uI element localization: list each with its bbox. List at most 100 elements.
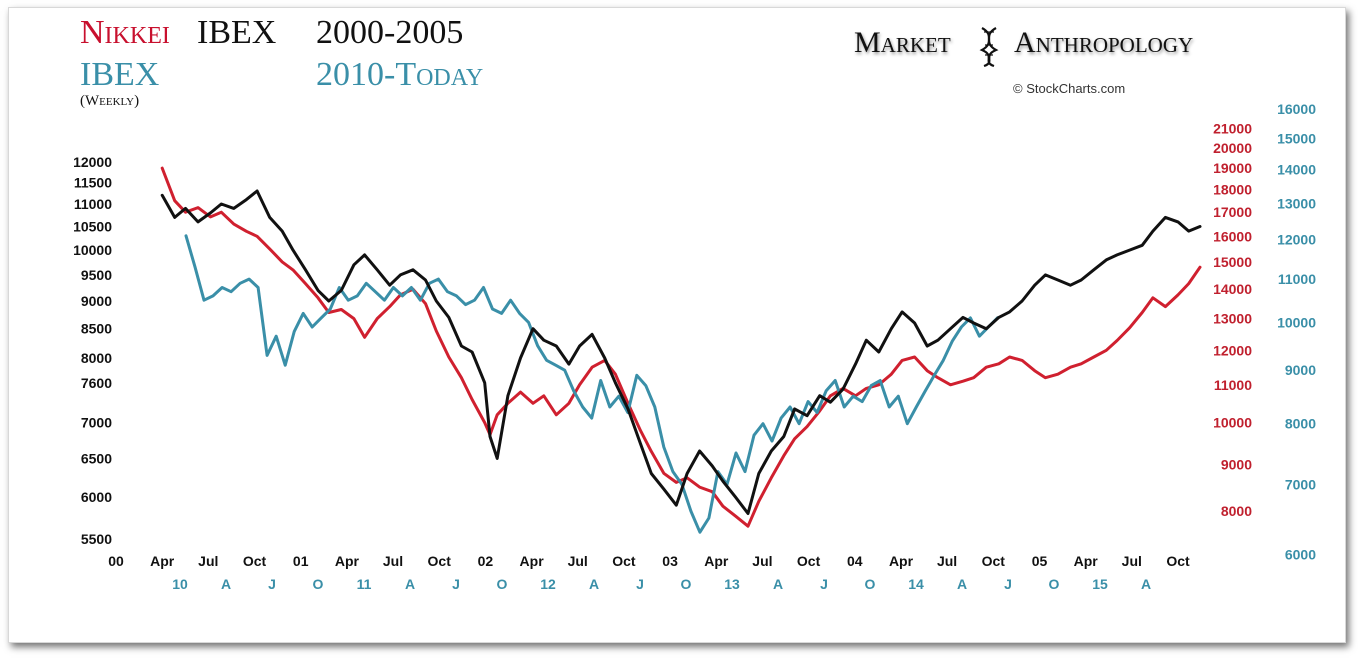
y-tick-right-nikkei: 17000 xyxy=(1213,204,1252,220)
y-tick-right-ibex-2010: 12000 xyxy=(1277,232,1316,248)
x-tick-bottom: J xyxy=(452,576,460,592)
y-tick-left: 7000 xyxy=(81,415,112,431)
y-tick-left: 10500 xyxy=(73,219,112,235)
y-tick-right-nikkei: 10000 xyxy=(1213,415,1252,431)
y-tick-right-nikkei: 21000 xyxy=(1213,120,1252,136)
x-tick-top: Oct xyxy=(243,553,267,569)
x-tick-top: Oct xyxy=(797,553,821,569)
title-years-2000-2005: 2000-2005 xyxy=(316,14,464,51)
y-tick-right-ibex-2010: 16000 xyxy=(1277,101,1316,117)
x-tick-top: Jul xyxy=(568,553,588,569)
y-tick-right-ibex-2010: 15000 xyxy=(1277,130,1316,146)
y-tick-right-nikkei: 15000 xyxy=(1213,254,1252,270)
x-tick-bottom: O xyxy=(497,576,508,592)
x-tick-top: Apr xyxy=(520,553,545,569)
y-tick-left: 7600 xyxy=(81,375,112,391)
y-tick-right-nikkei: 13000 xyxy=(1213,311,1252,327)
x-tick-bottom: A xyxy=(1141,576,1151,592)
y-tick-left: 6000 xyxy=(81,489,112,505)
y-tick-left: 5500 xyxy=(81,531,112,547)
x-tick-bottom: J xyxy=(268,576,276,592)
x-tick-top: Oct xyxy=(1166,553,1190,569)
x-axis-top-2000-2005: 00 Apr Jul Oct 01 Apr Jul Oct 02 Apr Jul Oct 03 Apr Ju… xyxy=(108,553,1190,569)
title-years-2010-today: 2010-Today xyxy=(316,56,484,93)
title-ibex-label-2010: IBEX xyxy=(80,56,160,93)
x-tick-bottom: J xyxy=(636,576,644,592)
y-tick-left: 8000 xyxy=(81,350,112,366)
y-tick-right-nikkei: 11000 xyxy=(1214,377,1252,393)
y-axis-right-ibex-2010: 16000 15000 14000 13000 12000 11000 10000 9000 8… xyxy=(1277,101,1316,562)
y-tick-right-nikkei: 8000 xyxy=(1221,503,1252,519)
x-tick-top: Apr xyxy=(335,553,360,569)
x-tick-top: Jul xyxy=(383,553,403,569)
x-axis-bottom-2010-today: 10 A J O 11 A J O 12 A J O 13 A J O 14 A J O 15 A xyxy=(172,576,1151,592)
x-tick-top: Apr xyxy=(889,553,914,569)
series-line-ibex-2000 xyxy=(160,189,1202,515)
x-tick-bottom: 15 xyxy=(1092,576,1108,592)
x-tick-top: 02 xyxy=(478,553,494,569)
y-tick-right-ibex-2010: 6000 xyxy=(1285,546,1316,562)
x-tick-bottom: 14 xyxy=(908,576,924,592)
x-tick-bottom: A xyxy=(589,576,599,592)
x-tick-bottom: 11 xyxy=(357,576,372,592)
x-tick-bottom: A xyxy=(773,576,783,592)
x-tick-bottom: J xyxy=(820,576,828,592)
x-tick-bottom: O xyxy=(865,576,876,592)
y-tick-left: 10000 xyxy=(73,242,112,258)
x-tick-bottom: O xyxy=(681,576,692,592)
y-tick-right-ibex-2010: 9000 xyxy=(1285,362,1316,378)
y-axis-right-nikkei: 21000 20000 19000 18000 17000 16000 15000 14000… xyxy=(1213,120,1252,519)
copyright-stockcharts: © StockCharts.com xyxy=(1013,81,1126,96)
y-tick-right-nikkei: 20000 xyxy=(1213,140,1252,156)
x-tick-bottom: A xyxy=(221,576,231,592)
x-tick-bottom: A xyxy=(957,576,967,592)
x-tick-top: Apr xyxy=(150,553,175,569)
chart-frame xyxy=(8,7,1346,643)
series-line-nikkei xyxy=(160,166,1202,528)
title-frequency: (Weekly) xyxy=(80,93,140,109)
y-tick-right-ibex-2010: 8000 xyxy=(1285,416,1316,432)
y-tick-right-ibex-2010: 11000 xyxy=(1278,271,1316,287)
title-nikkei-label: Nikkei xyxy=(80,14,170,51)
dna-helix-icon xyxy=(979,27,999,68)
x-tick-bottom: O xyxy=(1049,576,1060,592)
x-tick-bottom: J xyxy=(1004,576,1012,592)
x-tick-top: 04 xyxy=(847,553,863,569)
y-tick-left: 11500 xyxy=(74,175,112,191)
x-tick-bottom: 12 xyxy=(540,576,556,592)
series-lines xyxy=(160,166,1202,534)
y-tick-right-ibex-2010: 14000 xyxy=(1277,162,1316,178)
x-tick-top: Jul xyxy=(198,553,218,569)
x-tick-top: Jul xyxy=(752,553,772,569)
x-tick-top: 05 xyxy=(1032,553,1048,569)
y-tick-left: 9000 xyxy=(81,293,112,309)
y-tick-right-nikkei: 9000 xyxy=(1221,456,1252,472)
x-tick-bottom: O xyxy=(313,576,324,592)
y-tick-right-ibex-2010: 10000 xyxy=(1277,314,1316,330)
y-tick-left: 9500 xyxy=(81,267,112,283)
x-tick-bottom: 13 xyxy=(724,576,740,592)
x-tick-top: Apr xyxy=(704,553,729,569)
series-line-ibex-2010 xyxy=(184,234,999,534)
x-tick-bottom: 10 xyxy=(172,576,188,592)
y-tick-left: 11000 xyxy=(74,196,112,212)
y-tick-right-ibex-2010: 7000 xyxy=(1285,476,1316,492)
y-tick-left: 12000 xyxy=(73,154,112,170)
x-tick-top: Oct xyxy=(982,553,1006,569)
x-tick-top: Oct xyxy=(428,553,452,569)
y-tick-left: 8500 xyxy=(81,321,112,337)
title-ibex-label-2000: IBEX xyxy=(197,14,277,51)
y-tick-right-nikkei: 12000 xyxy=(1213,342,1252,358)
x-tick-top: 00 xyxy=(108,553,124,569)
brand-anthropology: Anthropology xyxy=(1014,26,1194,59)
y-tick-left: 6500 xyxy=(81,450,112,466)
x-tick-top: Apr xyxy=(1074,553,1099,569)
brand-market: Market xyxy=(854,26,951,59)
x-tick-top: 03 xyxy=(662,553,678,569)
x-tick-top: Oct xyxy=(612,553,636,569)
y-tick-right-ibex-2010: 13000 xyxy=(1277,195,1316,211)
y-tick-right-nikkei: 19000 xyxy=(1213,160,1252,176)
x-tick-bottom: A xyxy=(405,576,415,592)
y-tick-right-nikkei: 18000 xyxy=(1213,182,1252,198)
